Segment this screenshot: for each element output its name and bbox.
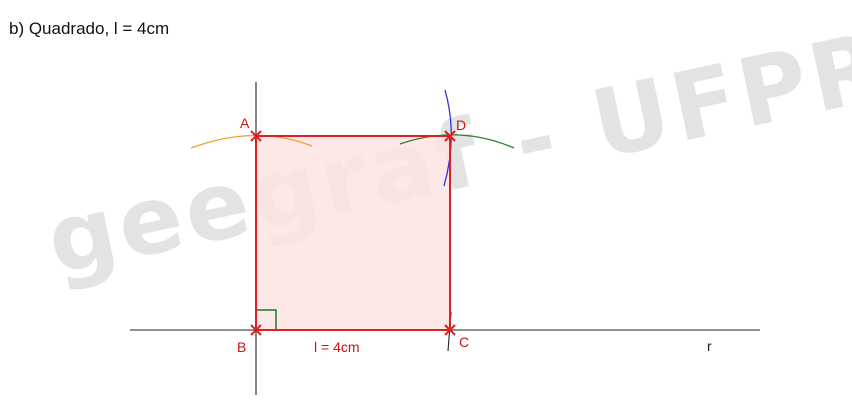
square-outline (255, 135, 451, 331)
arc-a (190, 134, 313, 149)
page-title: b) Quadrado, l = 4cm (9, 19, 170, 38)
label-b: B (237, 339, 246, 355)
side-length-label: l = 4cm (314, 339, 360, 355)
point-a-marker (250, 130, 262, 142)
label-line-r: r (707, 338, 712, 354)
point-c-marker (444, 324, 456, 336)
arc-d (399, 134, 515, 149)
square-fill (256, 136, 450, 330)
label-a: A (240, 115, 250, 131)
label-d: D (456, 117, 466, 133)
point-b-marker (250, 324, 262, 336)
label-c: C (459, 334, 469, 350)
point-d-marker (444, 130, 456, 142)
